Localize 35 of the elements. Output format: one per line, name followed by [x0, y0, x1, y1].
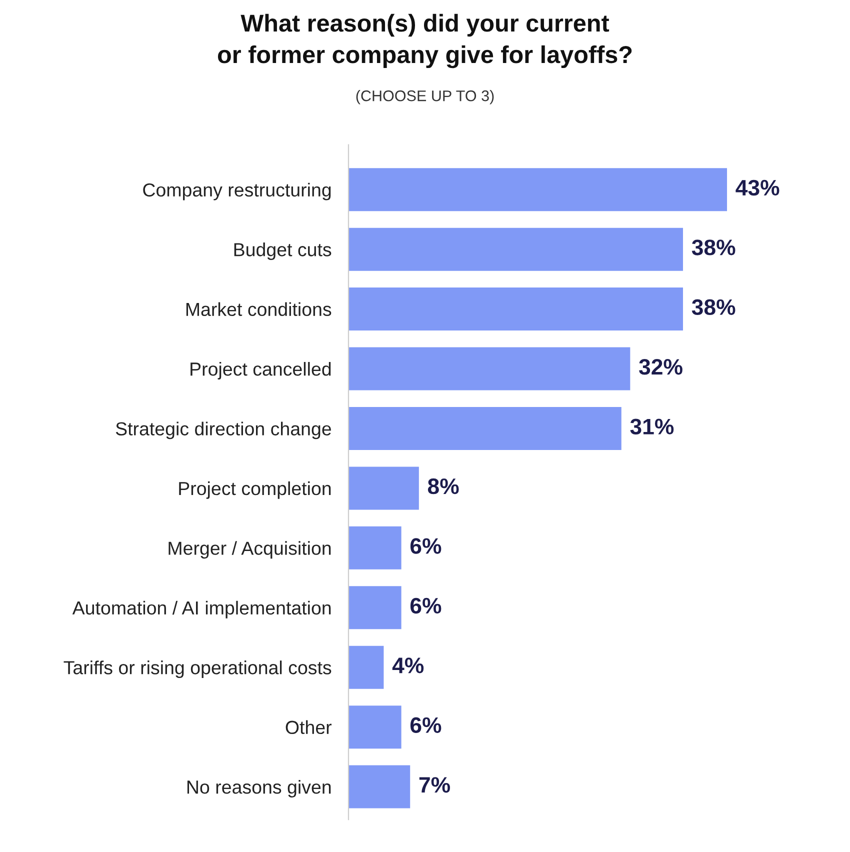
bar	[348, 288, 683, 331]
bar	[348, 765, 410, 808]
y-tick-label: Company restructuring	[143, 182, 331, 200]
bar	[348, 526, 402, 570]
bar	[348, 168, 728, 212]
data-label: 7%	[419, 777, 450, 793]
chart-subtitle: (CHOOSE UP TO 3)	[356, 90, 494, 104]
data-label: 4%	[392, 658, 424, 674]
bar	[348, 706, 402, 749]
bar	[348, 347, 630, 390]
data-label: 32%	[639, 359, 682, 375]
y-tick-label: Tariffs or rising operational costs	[64, 660, 332, 678]
y-tick-label: Project cancelled	[190, 362, 331, 380]
bar	[348, 228, 683, 271]
y-tick-label: Other	[286, 720, 332, 734]
y-tick-label: Automation / AI implementation	[72, 600, 331, 618]
data-label: 31%	[630, 418, 674, 434]
y-tick-label: Project completion	[179, 481, 331, 499]
chart-title: What reason(s) did your current or former company give for layoffs?	[218, 14, 632, 68]
y-tick-label: Merger / Acquisition	[168, 541, 331, 559]
data-label: 6%	[410, 538, 442, 554]
data-label: 6%	[410, 598, 442, 614]
bar	[348, 586, 402, 630]
y-tick-label: No reasons given	[187, 780, 331, 798]
y-tick-label: Strategic direction change	[116, 422, 332, 440]
y-tick-label: Market conditions	[186, 302, 332, 316]
data-label: 6%	[410, 717, 442, 734]
bar	[348, 406, 622, 450]
data-label: 8%	[428, 478, 459, 494]
data-label: 38%	[692, 240, 736, 256]
bar	[348, 646, 384, 689]
bar	[348, 466, 419, 510]
data-label: 43%	[736, 180, 780, 196]
data-label: 38%	[692, 299, 736, 316]
y-tick-label: Budget cuts	[234, 242, 332, 260]
